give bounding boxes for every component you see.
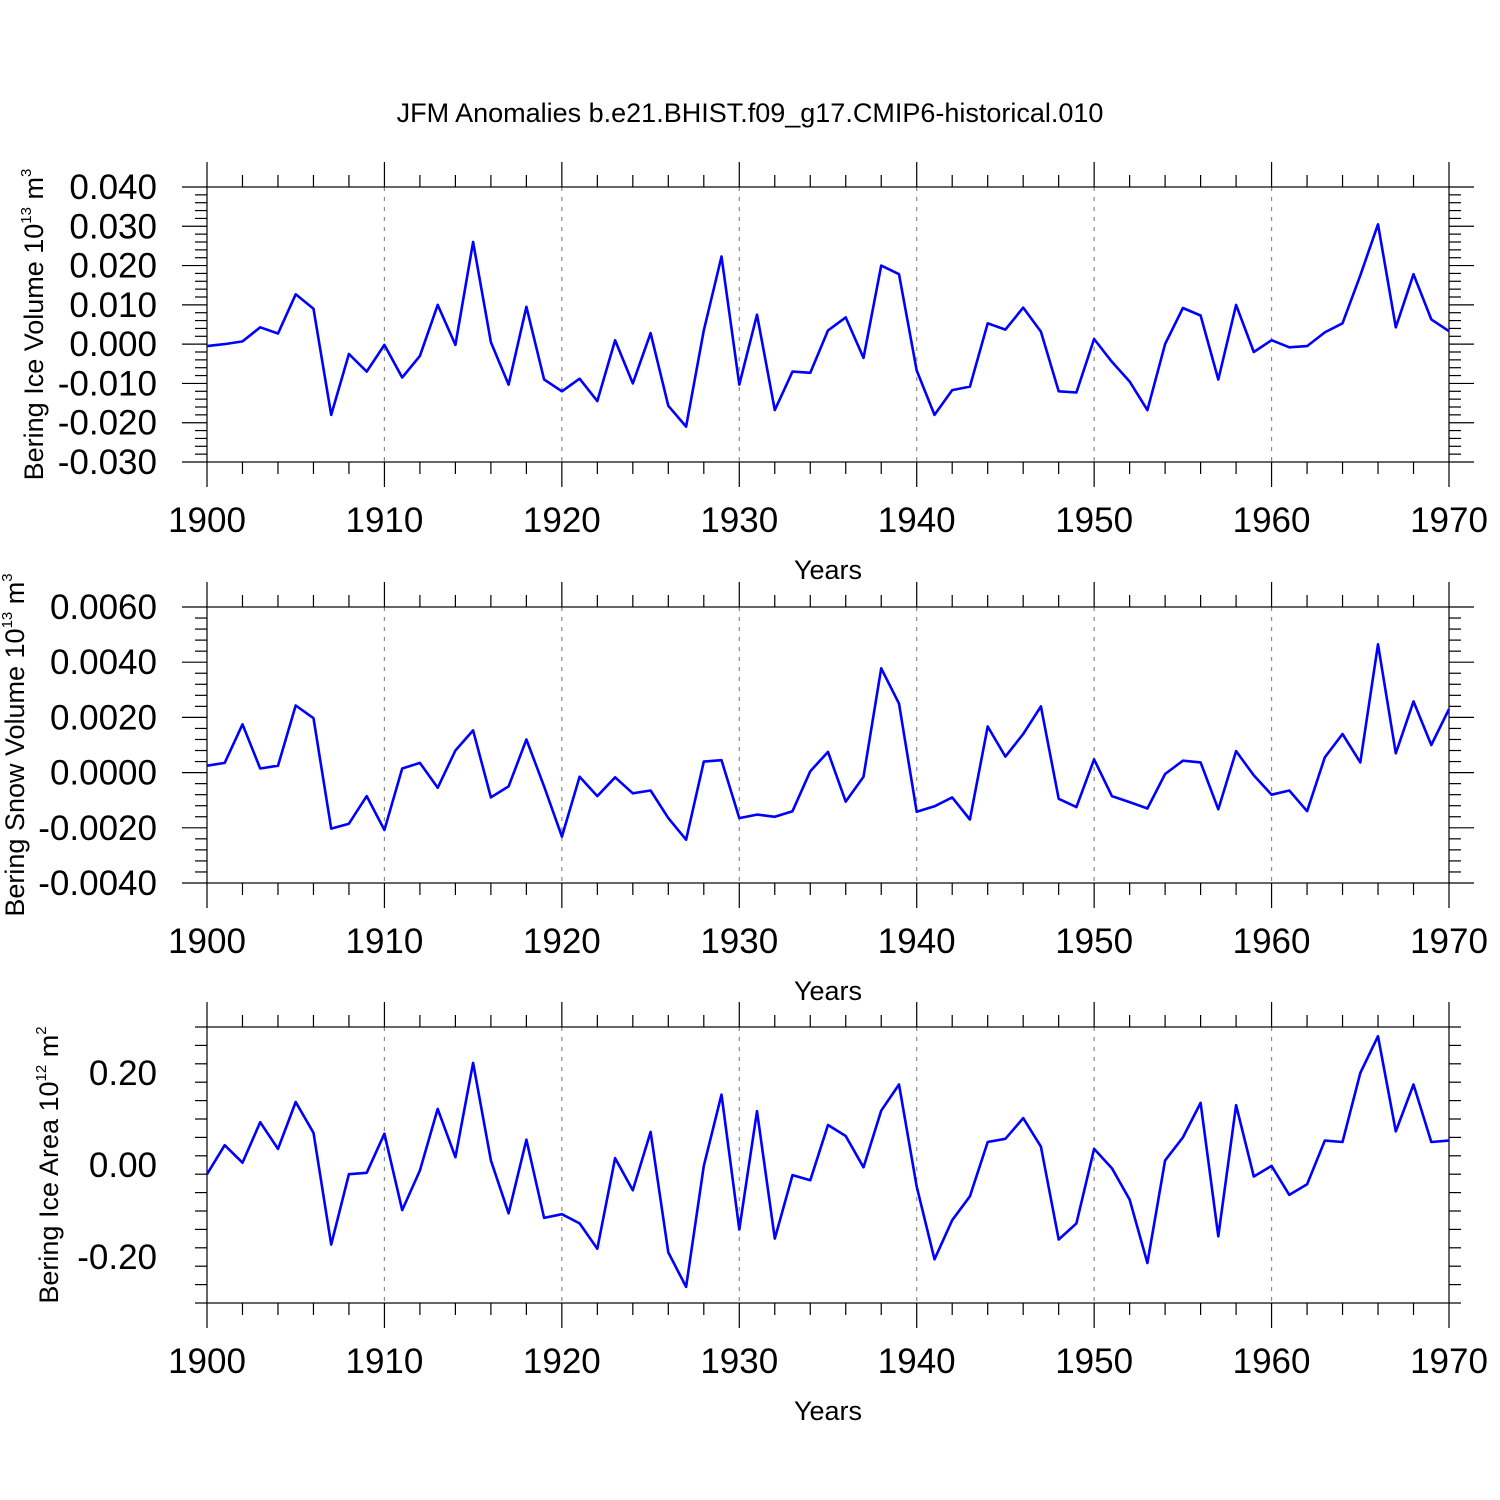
- series-line: [206, 223, 1450, 428]
- x-tick-label: 1960: [1233, 1342, 1311, 1381]
- panel-2: 1900 1910 1920 1930 1940 1950 1960 1970 -0.0040 -…: [0, 573, 1488, 1006]
- series-line: [205, 1034, 1450, 1289]
- y-tick-label: 0.0040: [50, 643, 157, 682]
- panels: 1900 1910 1920 1930 1940 1950 1960 1970-0.030-0…: [0, 162, 1488, 1426]
- x-tick-label: 1940: [878, 1342, 956, 1381]
- x-tick-label: 1970: [1410, 501, 1488, 540]
- y-axis-label: Bering Ice Area 1012 m2: [33, 1026, 64, 1303]
- y-axis-label: Bering Ice Volume 1013 m3: [18, 169, 49, 481]
- y-tick-label: -0.010: [58, 364, 157, 403]
- x-tick-label: 1940: [878, 922, 956, 961]
- x-tick-label: 1920: [523, 922, 601, 961]
- plot-frame: [206, 606, 1450, 884]
- x-tick-label: 1930: [700, 1342, 778, 1381]
- x-tick-label: 1900: [168, 1342, 246, 1381]
- x-tick-label: 1900: [168, 922, 246, 961]
- x-tick-label: 1920: [523, 501, 601, 540]
- y-tick-label: 0.0000: [50, 754, 157, 793]
- x-axis-label: Years: [794, 1396, 862, 1426]
- y-tick-label: -0.020: [58, 404, 157, 443]
- x-axis-label: Years: [794, 976, 862, 1006]
- x-tick-label: 1930: [700, 501, 778, 540]
- y-tick-label: 0.010: [69, 286, 157, 325]
- y-tick-label: -0.0040: [38, 864, 157, 903]
- x-tick-label: 1970: [1410, 922, 1488, 961]
- y-tick-label: 0.20: [89, 1054, 157, 1093]
- chart-title: JFM Anomalies b.e21.BHIST.f09_g17.CMIP6-…: [397, 98, 1104, 128]
- x-axis-label: Years: [794, 555, 862, 585]
- plot-frame: [206, 186, 1450, 463]
- x-tick-label: 1960: [1233, 501, 1311, 540]
- panel-1: 1900 1910 1920 1930 1940 1950 1960 1970-0.030-0…: [18, 162, 1488, 585]
- x-tick-label: 1910: [345, 501, 423, 540]
- y-tick-label: 0.00: [89, 1146, 157, 1185]
- x-tick-label: 1910: [345, 1342, 423, 1381]
- y-tick-label: 0.0060: [50, 588, 157, 627]
- y-tick-label: 0.000: [69, 325, 157, 364]
- y-axis-label: Bering Snow Volume 1013 m3: [0, 573, 30, 916]
- y-tick-label: 0.040: [69, 168, 157, 207]
- x-tick-label: 1950: [1055, 1342, 1133, 1381]
- x-tick-label: 1960: [1233, 922, 1311, 961]
- x-tick-label: 1920: [523, 1342, 601, 1381]
- y-tick-label: -0.0020: [38, 809, 157, 848]
- x-tick-label: 1950: [1055, 922, 1133, 961]
- y-tick-label: 0.020: [69, 247, 157, 286]
- series-line: [206, 642, 1451, 842]
- x-tick-label: 1950: [1055, 501, 1133, 540]
- plot-frame: [206, 1026, 1450, 1304]
- x-tick-label: 1900: [168, 501, 246, 540]
- y-tick-label: -0.030: [58, 443, 157, 482]
- x-tick-label: 1930: [700, 922, 778, 961]
- x-tick-label: 1940: [878, 501, 956, 540]
- y-tick-label: 0.030: [69, 207, 157, 246]
- y-tick-label: 0.0020: [50, 698, 157, 737]
- x-tick-label: 1910: [345, 922, 423, 961]
- y-tick-label: -0.20: [77, 1238, 157, 1277]
- x-tick-label: 1970: [1410, 1342, 1488, 1381]
- panel-3: 1900 1910 1920 1930 1940 1950 1960 1970 -0.20 0.0…: [33, 1002, 1488, 1426]
